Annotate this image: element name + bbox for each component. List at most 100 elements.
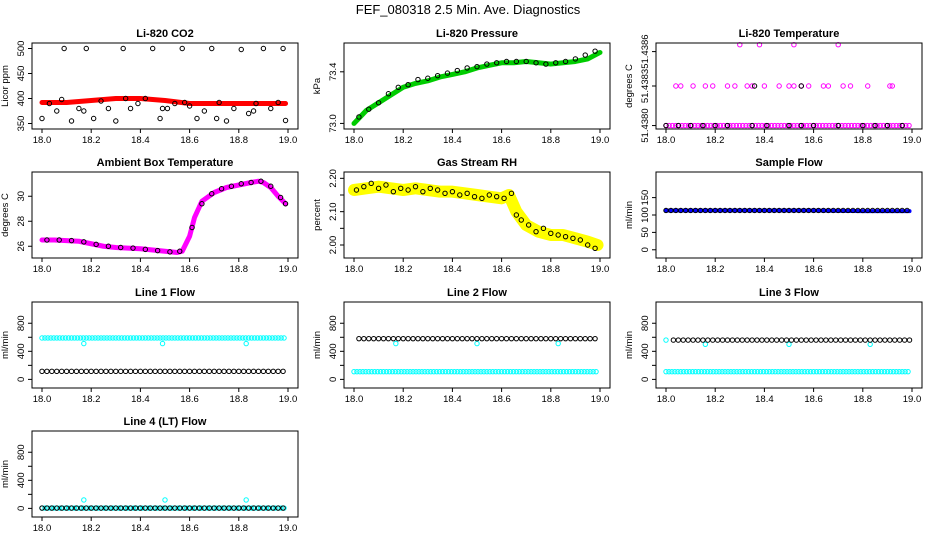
y-tick-label: 350	[16, 116, 27, 132]
data-point	[501, 368, 508, 375]
data-point	[553, 335, 559, 342]
y-tick-label: 2.00	[328, 236, 339, 255]
data-point	[906, 122, 912, 129]
data-point	[194, 115, 200, 122]
data-point	[277, 194, 284, 201]
data-point	[702, 83, 709, 89]
series-l1_cyan_row	[39, 335, 287, 341]
data-point	[150, 45, 156, 52]
data-point	[59, 335, 66, 341]
data-point	[51, 505, 57, 511]
data-point	[692, 207, 699, 214]
x-tick-label: 18.0	[33, 394, 52, 405]
data-point	[687, 207, 694, 214]
data-point	[74, 335, 81, 341]
y-axis: 0 400 800	[16, 315, 32, 382]
x-tick-label: 18.6	[804, 135, 823, 146]
data-point	[439, 368, 446, 375]
data-point	[154, 247, 161, 254]
data-point	[366, 335, 372, 342]
data-point	[692, 368, 699, 375]
data-point	[86, 505, 92, 511]
data-point	[761, 83, 768, 89]
data-point	[881, 368, 888, 375]
data-point	[736, 122, 743, 129]
data-point	[668, 207, 674, 214]
data-point	[127, 335, 134, 341]
data-point	[840, 207, 846, 214]
data-point	[268, 105, 274, 112]
x-tick-label: 18.6	[180, 264, 199, 275]
data-point	[533, 335, 539, 342]
data-point	[508, 190, 515, 197]
data-point	[546, 368, 552, 375]
data-point	[448, 368, 455, 375]
data-point	[49, 505, 55, 511]
data-point	[807, 122, 813, 129]
data-point	[445, 368, 452, 375]
data-point	[222, 335, 228, 341]
data-point	[374, 368, 381, 375]
data-point	[265, 505, 272, 511]
data-point	[163, 335, 169, 341]
y-axis-label: ml/min	[0, 460, 11, 488]
data-point	[189, 505, 196, 511]
data-point	[822, 368, 829, 375]
data-point	[228, 505, 234, 511]
data-point	[463, 368, 469, 375]
data-point	[433, 368, 440, 375]
data-point	[108, 368, 114, 375]
data-point	[186, 505, 193, 511]
data-point	[398, 368, 404, 375]
data-point	[776, 207, 782, 214]
data-point	[803, 337, 809, 343]
data-point	[828, 337, 834, 343]
data-point	[245, 335, 252, 341]
data-point	[548, 335, 554, 342]
y-tick-label: 800	[640, 315, 651, 331]
data-point	[874, 207, 881, 214]
data-point	[353, 187, 360, 193]
data-point	[226, 368, 232, 375]
data-point	[857, 337, 864, 343]
panel-title: Ambient Box Temperature	[97, 157, 234, 169]
data-point	[169, 335, 175, 341]
data-point	[76, 105, 82, 112]
x-tick-label: 18.4	[443, 264, 462, 275]
data-point	[451, 368, 458, 375]
data-point	[775, 368, 781, 375]
data-point	[845, 122, 851, 129]
data-point	[204, 505, 211, 511]
plot-frame	[343, 42, 611, 130]
y-tick-label: 800	[16, 444, 27, 460]
series-band	[348, 180, 604, 251]
data-point	[275, 99, 281, 106]
x-axis: 18.0 18.2 18.4 18.6 18.8 19.0	[33, 388, 297, 405]
data-point	[133, 335, 140, 341]
data-point	[763, 368, 770, 375]
data-point	[177, 505, 183, 511]
data-point	[835, 207, 841, 214]
series-abt_black	[44, 178, 289, 255]
series-sf_black	[663, 207, 910, 214]
data-point	[904, 207, 910, 214]
data-point	[404, 368, 410, 375]
data-point	[196, 505, 203, 511]
data-point	[457, 368, 463, 375]
x-tick-label: 18.2	[706, 264, 725, 275]
data-point	[518, 335, 524, 342]
data-point	[449, 188, 456, 195]
data-point	[525, 222, 532, 228]
data-point	[487, 368, 493, 375]
data-point	[815, 207, 822, 214]
x-tick-label: 18.0	[345, 135, 364, 146]
x-tick-label: 18.0	[657, 135, 676, 146]
data-point	[160, 505, 166, 511]
data-point	[121, 335, 128, 341]
panel-title: Line 1 Flow	[135, 287, 195, 299]
series-co2_points	[39, 45, 289, 124]
data-point	[492, 368, 499, 375]
data-point	[834, 368, 840, 375]
data-point	[724, 337, 731, 343]
